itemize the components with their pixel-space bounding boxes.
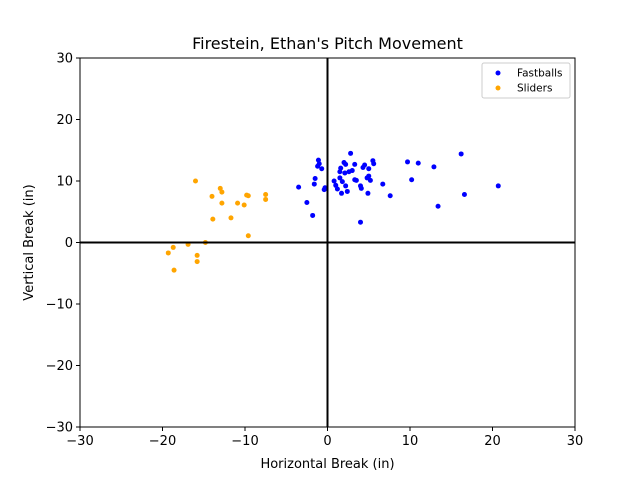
legend-label-sliders: Sliders — [517, 83, 552, 95]
x-axis-ticks: −30 −20 −10 0 10 20 30 — [66, 427, 583, 449]
y-axis-label: Vertical Break (in) — [22, 184, 37, 300]
fastballs-point-36 — [365, 190, 371, 196]
fastballs-point-29 — [353, 177, 359, 183]
y-tick-label: 30 — [56, 52, 73, 67]
fastballs-point-20 — [342, 170, 348, 176]
x-tick-label: −30 — [66, 434, 93, 449]
fastballs-point-3 — [311, 181, 317, 187]
data-points — [165, 150, 501, 273]
chart-title: Firestein, Ethan's Pitch Movement — [192, 34, 463, 53]
fastballs-point-1 — [304, 200, 310, 206]
y-axis-ticks: −30 −20 −10 0 10 20 30 — [46, 52, 80, 436]
fastballs-point-47 — [431, 164, 437, 170]
x-tick-label: −20 — [149, 434, 176, 449]
sliders-point-19 — [263, 192, 269, 198]
fastballs-point-0 — [296, 184, 302, 190]
fastballs-point-11 — [331, 178, 337, 184]
y-tick-label: 0 — [65, 236, 73, 251]
fastballs-point-34 — [362, 162, 368, 168]
sliders-point-18 — [245, 233, 251, 239]
fastballs-point-41 — [371, 161, 377, 167]
x-tick-label: 30 — [567, 434, 584, 449]
fastballs-point-8 — [319, 166, 325, 172]
sliders-point-2 — [171, 267, 177, 273]
fastballs-point-16 — [338, 165, 344, 171]
fastballs-point-22 — [343, 183, 349, 189]
fastballs-point-48 — [435, 203, 441, 209]
fastballs-point-27 — [352, 161, 358, 167]
fastballs-point-51 — [495, 183, 501, 189]
y-tick-label: 20 — [56, 113, 73, 128]
fastballs-point-38 — [366, 166, 372, 172]
sliders-point-11 — [219, 189, 225, 195]
legend-label-fastballs: Fastballs — [517, 68, 563, 80]
legend: Fastballs Sliders — [481, 62, 571, 99]
fastballs-point-39 — [367, 177, 373, 183]
sliders-point-15 — [241, 202, 247, 208]
fastballs-point-43 — [387, 193, 393, 199]
fastballs-point-26 — [349, 168, 355, 174]
sliders-point-20 — [263, 196, 269, 202]
sliders-point-4 — [193, 178, 198, 184]
x-tick-label: −10 — [231, 434, 258, 449]
sliders-point-14 — [235, 200, 241, 206]
fastballs-point-49 — [458, 151, 464, 157]
fastballs-point-46 — [415, 160, 421, 166]
fastballs-point-10 — [322, 185, 328, 191]
fastballs-point-42 — [380, 181, 386, 187]
fastballs-point-15 — [337, 175, 343, 181]
sliders-point-0 — [165, 250, 171, 256]
fastballs-point-21 — [343, 161, 349, 167]
x-tick-label: 0 — [323, 434, 331, 449]
fastballs-point-23 — [344, 188, 350, 194]
sliders-point-17 — [245, 193, 251, 199]
y-tick-label: 10 — [56, 175, 73, 190]
fastballs-point-25 — [348, 150, 354, 156]
y-tick-label: −30 — [46, 421, 73, 436]
x-tick-label: 10 — [402, 434, 419, 449]
fastballs-point-50 — [461, 192, 467, 198]
sliders-point-13 — [228, 215, 234, 221]
fastballs-point-4 — [312, 176, 318, 182]
fastballs-point-7 — [316, 161, 322, 167]
legend-box — [481, 62, 571, 99]
legend-marker-fastballs — [495, 70, 501, 76]
reference-lines — [80, 58, 575, 427]
fastballs-point-2 — [310, 212, 316, 218]
fastballs-point-18 — [339, 179, 345, 185]
x-tick-label: 20 — [484, 434, 501, 449]
sliders-point-1 — [170, 244, 176, 250]
fastballs-point-13 — [334, 186, 340, 192]
sliders-point-12 — [219, 200, 225, 206]
sliders-point-9 — [210, 216, 216, 222]
y-tick-label: −10 — [46, 298, 73, 313]
fastballs-point-17 — [339, 190, 345, 196]
sliders-point-8 — [209, 193, 215, 199]
fastballs-point-30 — [358, 219, 363, 225]
x-axis-label: Horizontal Break (in) — [260, 457, 394, 472]
fastballs-point-37 — [366, 173, 372, 179]
legend-marker-sliders — [495, 85, 501, 91]
y-tick-label: −20 — [46, 359, 73, 374]
fastballs-point-32 — [358, 185, 364, 191]
fastballs-point-45 — [409, 177, 415, 183]
fastballs-point-44 — [405, 159, 411, 165]
sliders-point-5 — [194, 252, 200, 258]
sliders-point-6 — [194, 259, 200, 265]
